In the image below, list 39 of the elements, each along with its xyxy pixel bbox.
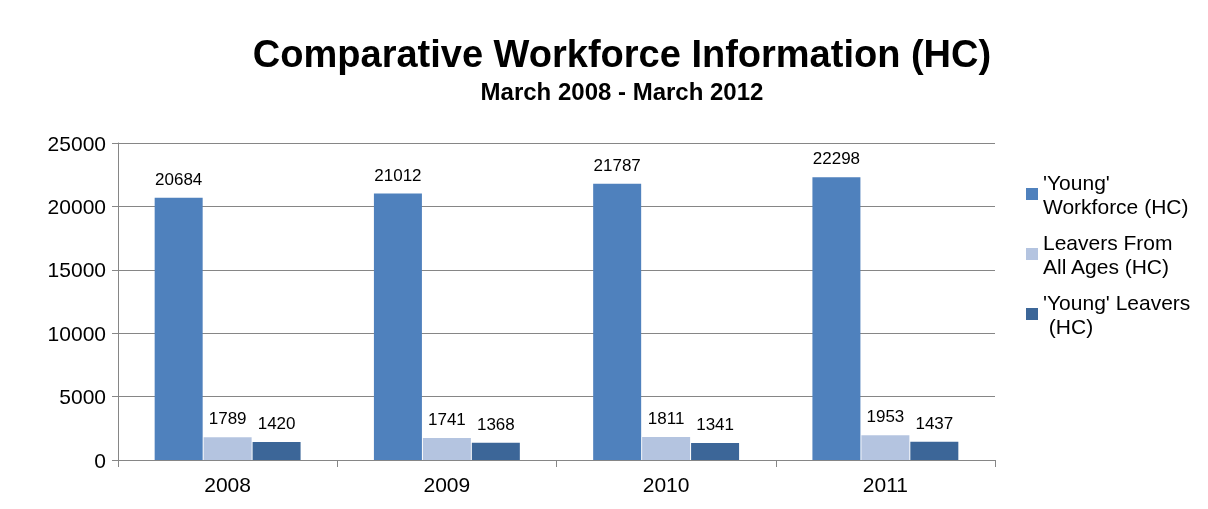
bar [861,435,910,460]
x-tick-label: 2008 [204,473,251,496]
bar [593,183,642,460]
chart-title: Comparative Workforce Information (HC) [252,33,992,75]
data-label: 1437 [915,413,954,433]
bar [471,442,520,460]
data-label: 21012 [374,165,422,185]
data-label: 1420 [257,413,296,433]
legend-label: Leavers From All Ages (HC) [1043,230,1179,278]
data-label: 20684 [155,169,203,189]
bar [373,193,422,460]
y-tick-label: 15000 [47,258,106,282]
data-label: 21787 [593,155,641,175]
legend-label: 'Young' Workforce (HC) [1043,170,1189,218]
chart-subtitle: March 2008 - March 2012 [480,77,764,105]
x-tick-label: 2011 [862,473,908,496]
y-tick-label: 25000 [47,131,106,155]
data-label: 1741 [427,409,466,429]
data-label: 1368 [476,414,515,434]
bar [910,441,959,460]
bar [154,197,203,460]
data-label: 1953 [866,407,905,427]
bar [691,443,740,460]
x-tick-label: 2010 [642,473,690,496]
y-tick-label: 0 [94,448,106,472]
bar [812,177,861,460]
data-label: 1789 [208,409,247,429]
data-label: 22298 [812,149,861,169]
data-label: 1811 [647,409,685,429]
y-tick-label: 10000 [47,321,106,345]
y-tick-label: 5000 [59,385,106,409]
bar [203,437,252,460]
bar [252,441,301,460]
data-label: 1341 [696,415,734,434]
x-tick-label: 2009 [423,473,471,496]
y-tick-label: 20000 [47,194,106,218]
legend-label: 'Young' Leavers (HC) [1043,290,1191,338]
bar [642,437,691,460]
bar [422,437,471,460]
